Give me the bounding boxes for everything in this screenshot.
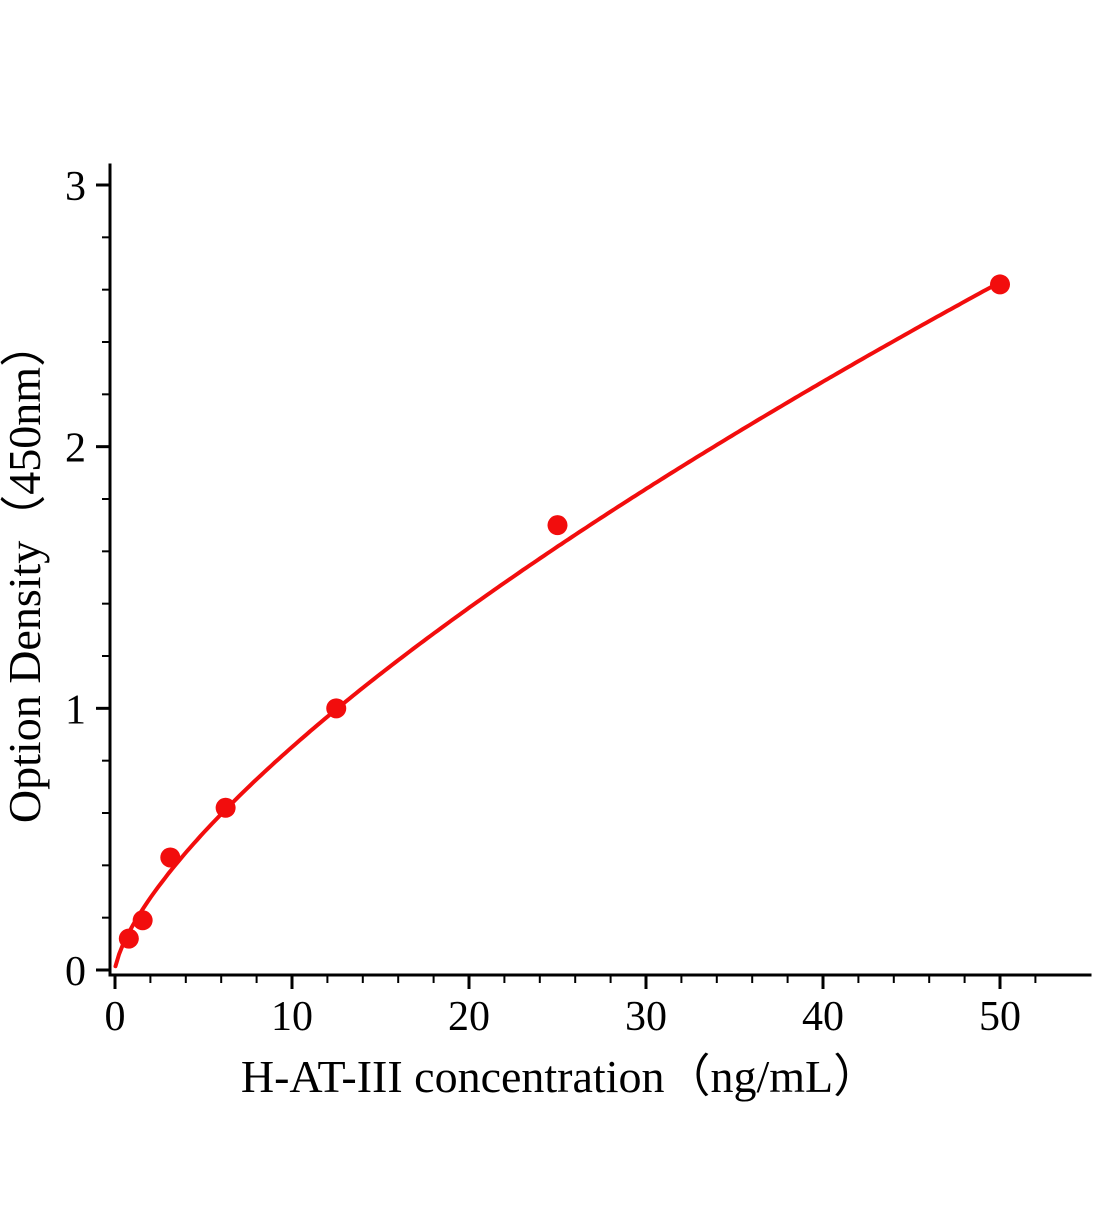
x-tick-label: 20 — [448, 994, 490, 1040]
data-point — [132, 910, 153, 931]
data-point — [990, 274, 1010, 295]
data-point — [215, 797, 236, 818]
y-axis-label: Option Density（450nm） — [0, 321, 50, 823]
x-tick-label: 50 — [979, 994, 1021, 1040]
axis-lines — [108, 163, 1092, 977]
x-tick-label: 0 — [105, 994, 126, 1040]
x-axis-label: H-AT-III concentration（ng/mL） — [241, 1051, 879, 1102]
data-point — [547, 515, 568, 536]
x-tick-label: 10 — [271, 994, 313, 1040]
y-tick-label: 0 — [65, 949, 86, 995]
plot-layer: 0 10 20 30 40 50 0 1 2 3 — [65, 163, 1092, 1040]
data-point — [118, 928, 139, 949]
data-point — [160, 847, 181, 868]
fit-curve — [113, 280, 1002, 969]
y-tick-label: 3 — [65, 164, 86, 210]
y-tick-label: 1 — [65, 687, 86, 733]
y-tick-label: 2 — [65, 426, 86, 472]
data-point — [326, 698, 347, 719]
x-tick-label: 30 — [625, 994, 667, 1040]
x-tick-label: 40 — [802, 994, 844, 1040]
